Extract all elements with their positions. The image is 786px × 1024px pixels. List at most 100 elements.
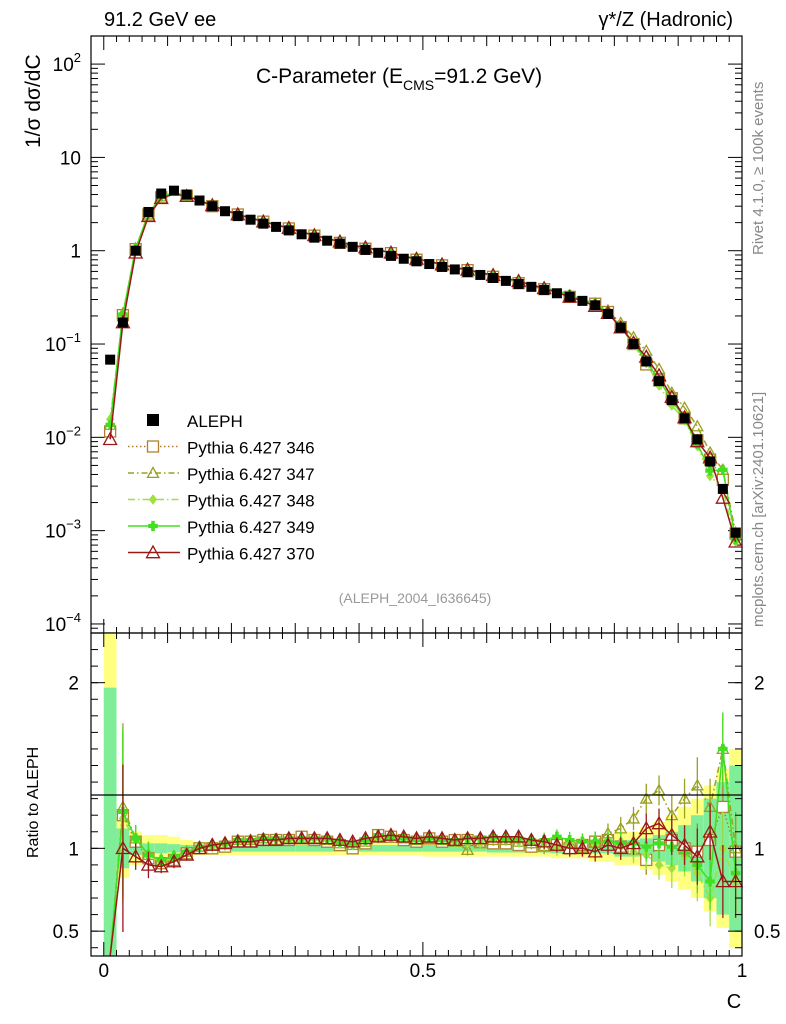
data-point [105,354,116,365]
y-axis-label: 1/σ dσ/dC [22,54,45,148]
ratio-series-marker [728,873,744,888]
data-point [194,195,205,206]
ratio-series-marker [625,835,642,850]
data-point [666,395,677,406]
ratio-series-marker [676,837,693,851]
y-tick-label: 1 [70,242,81,263]
side-label-bottom: mcplots.cern.ch [arXiv:2401.10621] [750,392,767,627]
ratio-y-tick-label: 2 [68,674,79,695]
data-point [385,250,396,261]
ratio-series-marker [242,833,259,848]
ratio-series-marker [485,828,501,843]
ratio-series-marker [268,832,284,846]
legend-marker [148,494,158,505]
ratio-series-marker [255,832,271,846]
ratio-plot-frame [90,632,743,957]
data-point [232,211,243,222]
ratio-series-marker [460,843,475,856]
ratio-series-marker [690,778,704,791]
ratio-series-marker [396,828,412,843]
ratio-series-marker [217,835,233,850]
ratio-series-marker [651,815,667,830]
ratio-series-marker [447,832,463,846]
ratio-series-marker [408,830,425,845]
main-series-marker [118,309,128,320]
data-point [220,206,231,217]
x-axis: 0 0.5 1 [98,961,747,982]
data-point [551,288,562,299]
ratio-series-line [109,804,737,957]
legend-label: Pythia 6.427 347 [187,465,315,484]
data-point [692,434,703,445]
data-point [641,356,652,367]
legend-label: Pythia 6.427 346 [187,439,315,458]
main-series-marker [715,490,731,504]
data-point [283,225,294,236]
ratio-series-marker [357,830,374,845]
data-point [373,247,384,258]
y-tick-exponent: −2 [66,423,81,438]
legend-marker [148,520,158,532]
ratio-series-marker [281,830,297,845]
ratio-series-marker [574,840,591,855]
data-point [628,339,639,350]
ratio-y-tick-label: 0.5 [53,922,79,943]
data-point [360,244,371,255]
ratio-stat-uncertainty-band [167,844,181,853]
legend-label: Pythia 6.427 370 [187,545,315,564]
ratio-series-marker [332,832,348,846]
ratio-series-marker [536,833,552,848]
ratio-series-marker [638,820,654,835]
data-point [156,188,167,199]
data-point [488,272,499,283]
data-point [577,295,588,306]
data-point [117,317,128,328]
ratio-series-marker [562,840,578,855]
ratio-series-marker [140,857,157,871]
main-series-marker [102,431,118,446]
ratio-series-marker [294,830,310,845]
ratio-y-tick-label-right: 2 [754,674,765,695]
ratio-series-marker [523,832,539,846]
ratio-series-marker [370,828,386,843]
ratio-series-marker [498,828,514,843]
data-point [679,413,690,424]
data-point [424,259,435,270]
y-tick-label: 10−4 [45,610,81,636]
data-point [437,261,448,272]
legend-entry: Pythia 6.427 348 [128,492,315,511]
ratio-series-marker [204,837,220,851]
analysis-id: (ALEPH_2004_I636645) [339,590,492,606]
data-point [411,256,422,267]
header-right: γ*/Z (Hadronic) [599,9,733,31]
ratio-stat-uncertainty-band [422,845,487,852]
side-label-top: Rivet 4.1.0, ≥ 100k events [750,82,767,255]
data-point [398,253,409,264]
ratio-plot-panel: 0.5 0.5 1 1 2 2 Ratio to ALEPH [25,632,780,957]
main-series-marker [718,464,728,475]
ratio-stat-uncertainty-band [295,845,360,852]
data-point [130,245,141,256]
data-point [539,284,550,295]
data-point [717,483,728,494]
ratio-stat-uncertainty-band [103,687,117,956]
data-point [207,201,218,212]
data-point [500,275,511,286]
data-point [309,232,320,243]
ratio-series-marker [306,830,322,845]
ratio-series-line [109,822,736,957]
data-point [590,300,601,311]
y-tick-label: 10−3 [45,517,81,543]
ratio-series-marker [153,858,169,873]
y-tick-base: 10 [45,335,66,356]
ratio-series-marker [702,823,718,838]
ratio-curves [109,712,744,957]
y-tick-base: 10 [53,55,74,76]
ratio-series-marker [641,841,652,852]
legend-marker-data [147,414,159,426]
y-tick-base: 10 [45,615,66,636]
ratio-series-marker [654,838,664,849]
